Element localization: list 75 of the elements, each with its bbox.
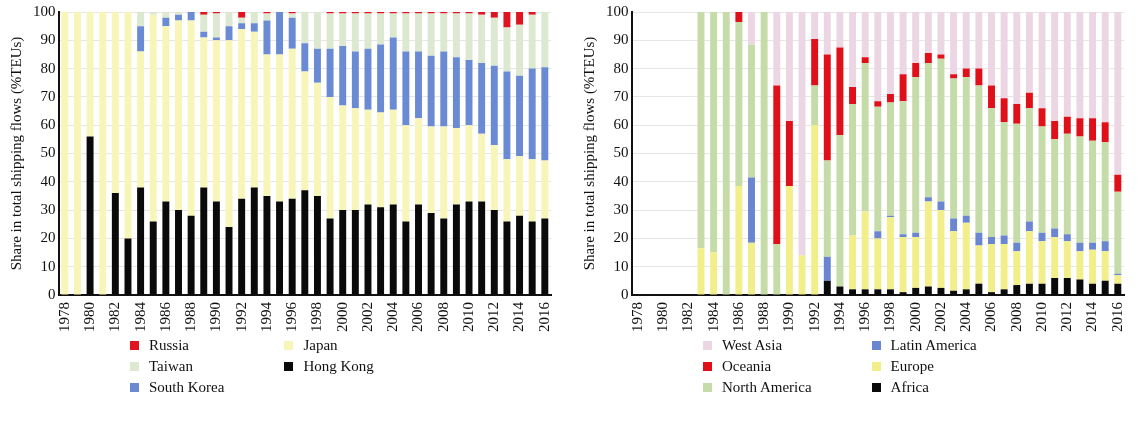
x-tick-label: 1978 — [55, 302, 72, 332]
y-tick-label: 10 — [613, 257, 629, 274]
x-tick-label: 1978 — [628, 302, 645, 332]
x-tick-label: 1986 — [729, 301, 746, 332]
y-tick-label: 60 — [40, 116, 56, 133]
legend-label: North America — [722, 379, 812, 396]
x-tick-label: 2008 — [1007, 302, 1024, 332]
legend-label: Oceania — [722, 358, 772, 375]
x-tick-label: 1988 — [755, 302, 772, 332]
x-tick-label: 1990 — [207, 302, 224, 332]
y-tick-label: 50 — [613, 144, 629, 161]
y-tick-label: 80 — [40, 59, 56, 76]
x-tick-label: 2002 — [931, 302, 948, 332]
y-tick-label: 20 — [40, 229, 56, 246]
y-tick-label: 90 — [40, 31, 56, 48]
legend-label: Hong Kong — [303, 358, 374, 375]
x-tick-label: 2000 — [906, 302, 923, 332]
x-tick-label: 1996 — [856, 301, 873, 332]
x-tick-label: 1992 — [805, 302, 822, 332]
x-tick-label: 1980 — [81, 302, 98, 332]
legend-label: Russia — [149, 337, 190, 354]
y-tick-label: 70 — [613, 87, 629, 104]
x-tick-label: 2000 — [333, 302, 350, 332]
y-tick-label: 80 — [613, 59, 629, 76]
y-tick-label: 50 — [40, 144, 56, 161]
legend-label: South Korea — [149, 379, 225, 396]
y-tick-label: 90 — [613, 31, 629, 48]
y-axis-title: Share in total shipping flows (%TEUs) — [7, 36, 25, 271]
x-tick-label: 1994 — [830, 301, 847, 332]
x-tick-label: 2004 — [957, 301, 974, 332]
x-tick-label: 2014 — [1083, 301, 1100, 332]
legend-label: Taiwan — [149, 358, 193, 375]
y-tick-label: 100 — [606, 2, 629, 19]
x-tick-label: 2010 — [459, 302, 476, 332]
y-tick-label: 30 — [613, 201, 629, 218]
x-tick-label: 2006 — [982, 301, 999, 332]
y-tick-label: 100 — [33, 2, 56, 19]
x-tick-label: 1998 — [308, 302, 325, 332]
x-tick-label: 1984 — [704, 301, 721, 332]
y-tick-label: 40 — [613, 172, 629, 189]
y-tick-label: 70 — [40, 87, 56, 104]
x-tick-label: 2016 — [1108, 301, 1125, 332]
x-tick-label: 1990 — [780, 302, 797, 332]
legend-label: Latin America — [890, 337, 977, 354]
legend-label: West Asia — [722, 337, 783, 354]
x-tick-label: 2012 — [1058, 302, 1075, 332]
x-tick-label: 2008 — [434, 302, 451, 332]
x-tick-label: 2002 — [358, 302, 375, 332]
y-tick-label: 0 — [48, 285, 56, 302]
x-tick-label: 2012 — [485, 302, 502, 332]
x-tick-label: 2010 — [1032, 302, 1049, 332]
x-tick-label: 1988 — [182, 302, 199, 332]
x-tick-label: 1996 — [283, 301, 300, 332]
x-tick-label: 1980 — [654, 302, 671, 332]
x-tick-label: 1984 — [131, 301, 148, 332]
legend-label: Japan — [303, 337, 338, 354]
x-tick-label: 1982 — [106, 302, 123, 332]
x-tick-label: 2016 — [535, 301, 552, 332]
y-tick-label: 30 — [40, 201, 56, 218]
x-tick-label: 1986 — [156, 301, 173, 332]
x-tick-label: 1994 — [257, 301, 274, 332]
y-tick-label: 40 — [40, 172, 56, 189]
y-axis-title: Share in total shipping flows (%TEUs) — [580, 36, 598, 271]
y-tick-label: 20 — [613, 229, 629, 246]
legend-label: Europe — [890, 358, 934, 375]
x-tick-label: 1998 — [881, 302, 898, 332]
x-tick-label: 1992 — [232, 302, 249, 332]
x-tick-label: 2006 — [409, 301, 426, 332]
y-tick-label: 60 — [613, 116, 629, 133]
y-tick-label: 10 — [40, 257, 56, 274]
y-tick-label: 0 — [621, 285, 629, 302]
legend-label: Africa — [890, 379, 929, 396]
x-tick-label: 2014 — [510, 301, 527, 332]
x-tick-label: 1982 — [679, 302, 696, 332]
x-tick-label: 2004 — [384, 301, 401, 332]
